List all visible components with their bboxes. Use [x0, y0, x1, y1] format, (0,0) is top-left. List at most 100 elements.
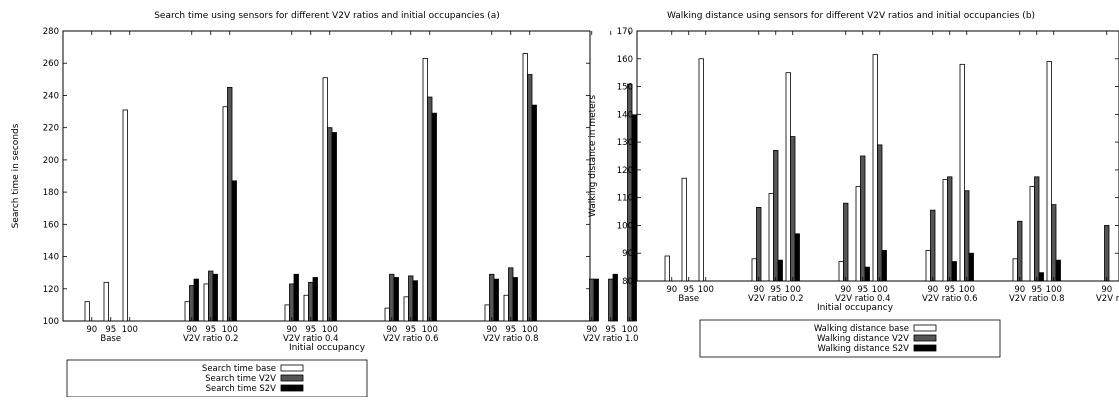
x-tick-label: 95 — [605, 325, 616, 335]
bar — [925, 250, 931, 282]
x-tick-label: 95 — [683, 285, 694, 295]
x-tick-label: 95 — [857, 285, 868, 295]
bar — [508, 267, 514, 322]
walking-distance-chart: Walking distance using sensors for diffe… — [588, 11, 1119, 358]
x-tick-label: 95 — [1031, 285, 1042, 295]
legend-label: Walking distance V2V — [817, 334, 909, 344]
bar — [431, 112, 437, 322]
bar — [327, 127, 333, 322]
bar — [403, 296, 409, 322]
y-tick-label: 160 — [43, 220, 59, 230]
x-tick-label: 100 — [698, 285, 714, 295]
group-label: V2V ratio 1.0 — [1096, 294, 1119, 304]
bar — [84, 301, 90, 322]
bar — [293, 273, 299, 322]
x-tick-label: 90 — [186, 325, 197, 335]
bar — [493, 278, 499, 322]
bar — [968, 252, 974, 282]
bar — [427, 96, 433, 322]
x-tick-label: 90 — [1101, 285, 1112, 295]
y-tick-label: 170 — [617, 27, 633, 37]
chart-title: Search time using sensors for different … — [154, 11, 500, 21]
x-tick-label: 100 — [422, 325, 438, 335]
x-tick-label: 90 — [586, 325, 597, 335]
bar — [408, 275, 414, 322]
y-tick-label: 140 — [43, 253, 59, 263]
bar — [522, 53, 528, 322]
y-axis-label: Search time in seconds — [11, 123, 21, 228]
y-tick-label: 180 — [43, 188, 59, 198]
bar — [790, 136, 796, 282]
bar — [589, 278, 595, 322]
x-tick-label: 95 — [105, 325, 116, 335]
x-tick-label: 90 — [840, 285, 851, 295]
group-label: V2V ratio 0.2 — [748, 294, 804, 304]
group-label: V2V ratio 0.2 — [183, 334, 239, 344]
bar — [222, 106, 228, 322]
bar — [942, 179, 948, 282]
bar — [503, 294, 509, 322]
bar — [881, 250, 887, 282]
bar — [312, 277, 318, 322]
bar — [612, 273, 618, 322]
legend-swatch — [913, 344, 937, 352]
x-tick-label: 90 — [753, 285, 764, 295]
y-tick-label: 90 — [622, 249, 633, 259]
y-tick-label: 160 — [617, 55, 633, 65]
bar — [231, 180, 237, 322]
y-tick-label: 200 — [43, 156, 59, 166]
x-tick-label: 100 — [122, 325, 138, 335]
y-tick-label: 100 — [43, 317, 59, 327]
bar — [1029, 186, 1035, 282]
bar — [872, 54, 878, 282]
legend-swatch — [280, 364, 304, 372]
bar — [212, 273, 218, 322]
y-tick-label: 140 — [617, 110, 633, 120]
y-tick-label: 120 — [43, 285, 59, 295]
bar — [227, 86, 233, 322]
bar — [785, 72, 791, 282]
y-tick-label: 120 — [617, 166, 633, 176]
group-label: V2V ratio 0.6 — [383, 334, 439, 344]
bar — [777, 259, 783, 282]
x-tick-label: 90 — [386, 325, 397, 335]
bar — [756, 206, 762, 282]
bar — [664, 255, 670, 282]
legend-swatch — [913, 324, 937, 332]
legend-label: Search time V2V — [205, 374, 276, 384]
bar — [389, 273, 395, 322]
bar — [1038, 272, 1044, 282]
x-tick-label: 95 — [205, 325, 216, 335]
bar — [593, 278, 599, 322]
x-tick-label: 100 — [959, 285, 975, 295]
bar — [768, 193, 774, 282]
legend-swatch — [280, 374, 304, 382]
legend-label: Walking distance base — [814, 324, 909, 334]
bar — [412, 280, 418, 322]
y-tick-label: 240 — [43, 91, 59, 101]
y-tick-label: 280 — [43, 27, 59, 37]
bar — [422, 57, 428, 322]
x-tick-label: 90 — [927, 285, 938, 295]
bar — [322, 77, 328, 322]
x-tick-label: 100 — [872, 285, 888, 295]
legend-label: Search time S2V — [206, 384, 277, 394]
bar — [951, 261, 957, 282]
legend-label: Search time base — [202, 364, 276, 374]
y-tick-label: 150 — [617, 83, 633, 93]
x-tick-label: 90 — [486, 325, 497, 335]
bar — [1034, 176, 1040, 282]
bar — [751, 258, 757, 282]
y-tick-label: 260 — [43, 59, 59, 69]
y-tick-label: 130 — [617, 138, 633, 148]
group-label: V2V ratio 0.6 — [922, 294, 978, 304]
bar — [877, 144, 883, 282]
bar — [203, 283, 209, 322]
legend-box — [699, 319, 1001, 358]
x-tick-label: 95 — [770, 285, 781, 295]
y-tick-label: 80 — [622, 277, 633, 287]
bar — [930, 209, 936, 282]
